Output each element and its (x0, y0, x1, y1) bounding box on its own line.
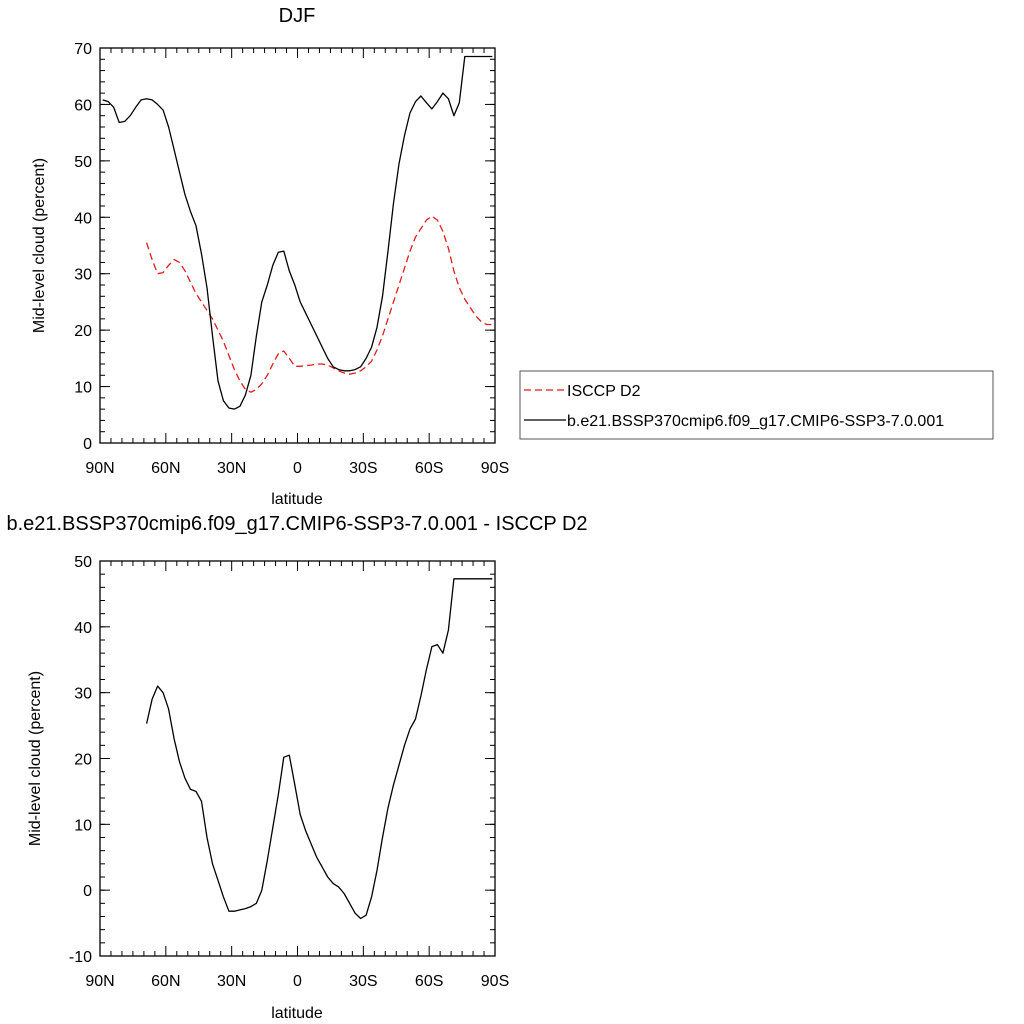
legend: ISCCP D2 b.e21.BSSP370cmip6.f09_g17.CMIP… (519, 370, 994, 440)
x-tick-label: 90S (481, 460, 509, 477)
y-tick-label: 30 (74, 686, 92, 703)
x-tick-label: 60N (151, 460, 180, 477)
y-tick-label: 20 (74, 323, 92, 340)
y-tick-label: -10 (69, 949, 92, 966)
y-tick-label: 60 (74, 97, 92, 114)
y-tick-label: 70 (74, 41, 92, 58)
series-line-isccp-d2 (145, 215, 493, 393)
x-tick-label: 30N (217, 460, 246, 477)
panel-bottom: b.e21.BSSP370cmip6.f09_g17.CMIP6-SSP3-7.… (6, 513, 587, 1022)
ticks-group: 90N 60N 30N 0 30S 60S 90S 0 10 20 30 40 50 60 70 (74, 41, 509, 477)
x-tick-label: 30S (349, 973, 377, 990)
x-axis-label: latitude (271, 1005, 323, 1022)
legend-box (519, 370, 994, 440)
x-tick-label: 0 (293, 460, 302, 477)
x-axis-label: latitude (271, 491, 323, 508)
y-tick-label: 0 (83, 883, 92, 900)
series-group (145, 578, 493, 920)
x-tick-label: 90S (481, 973, 509, 990)
y-tick-label: 10 (74, 817, 92, 834)
x-tick-label: 30S (349, 460, 377, 477)
y-tick-label: 20 (74, 752, 92, 769)
series-group (102, 55, 493, 410)
x-tick-label: 60S (415, 973, 443, 990)
chart-title: DJF (279, 5, 316, 27)
x-tick-label: 60S (415, 460, 443, 477)
y-axis-label: Mid-level cloud (percent) (31, 158, 48, 333)
x-tick-label: 90N (85, 460, 114, 477)
x-tick-label: 90N (85, 973, 114, 990)
plot-frame (99, 47, 496, 444)
y-tick-label: 10 (74, 380, 92, 397)
y-tick-label: 50 (74, 554, 92, 571)
x-tick-label: 60N (151, 973, 180, 990)
y-tick-label: 0 (83, 436, 92, 453)
legend-label-isccp: ISCCP D2 (567, 383, 641, 400)
y-tick-label: 40 (74, 620, 92, 637)
x-tick-label: 0 (293, 973, 302, 990)
y-tick-label: 50 (74, 154, 92, 171)
legend-label-model: b.e21.BSSP370cmip6.f09_g17.CMIP6-SSP3-7.… (567, 413, 944, 430)
y-tick-label: 30 (74, 267, 92, 284)
ticks-group: 90N 60N 30N 0 30S 60S 90S -10 0 10 20 30 40 50 (69, 554, 509, 990)
y-axis-label: Mid-level cloud (percent) (27, 671, 44, 846)
panel-top: DJF 90N 60N 30N 0 30S 60S 90S 0 10 20 30 40 50 60 70 l… (31, 5, 994, 508)
series-line-model (145, 578, 493, 920)
plot-frame (99, 560, 496, 957)
y-tick-label: 40 (74, 210, 92, 227)
x-tick-label: 30N (217, 973, 246, 990)
chart-title: b.e21.BSSP370cmip6.f09_g17.CMIP6-SSP3-7.… (6, 513, 587, 535)
series-line-model (102, 55, 493, 410)
